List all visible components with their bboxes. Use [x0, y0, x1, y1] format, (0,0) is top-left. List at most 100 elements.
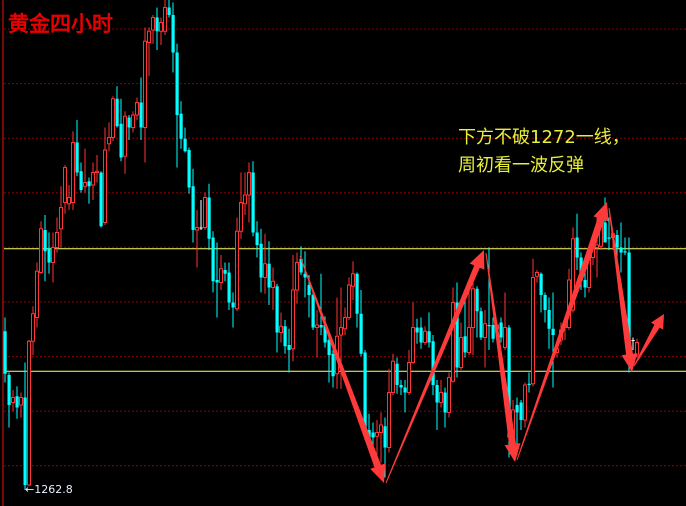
candle — [451, 287, 455, 383]
candle-body — [391, 360, 395, 393]
candle-body — [379, 424, 383, 433]
candles — [3, 0, 639, 490]
candle — [171, 2, 175, 73]
candle-body — [631, 340, 635, 341]
candle-body — [59, 207, 63, 230]
candle-body — [11, 397, 15, 403]
candle-body — [607, 237, 611, 239]
candle — [67, 185, 71, 210]
candle — [543, 292, 547, 323]
candle — [411, 302, 415, 364]
candle — [143, 27, 147, 163]
candle — [331, 350, 335, 388]
candle-body — [151, 17, 155, 31]
candle — [39, 221, 43, 274]
candle-body — [147, 30, 151, 43]
candle — [215, 242, 219, 318]
candle-body — [139, 102, 143, 128]
candle — [23, 362, 27, 490]
candle-body — [83, 182, 87, 187]
trend-arrow — [608, 207, 638, 372]
candle-body — [407, 362, 411, 393]
candle-body — [143, 40, 147, 128]
candle-body — [427, 331, 431, 343]
candle-body — [115, 98, 119, 127]
candle — [303, 251, 307, 298]
candle-body — [119, 123, 123, 158]
candle-body — [543, 295, 547, 310]
candle-body — [619, 247, 623, 253]
candle — [87, 177, 91, 204]
candle-body — [131, 114, 135, 128]
candle-body — [475, 288, 479, 312]
candle — [75, 120, 79, 177]
candle — [503, 292, 507, 350]
candle — [383, 417, 387, 478]
candle-body — [551, 328, 555, 335]
candle-body — [387, 392, 391, 448]
candle-body — [415, 327, 419, 333]
low-price-label: 1262.8 — [34, 483, 73, 496]
candle-body — [299, 258, 303, 273]
candle-body — [231, 302, 235, 308]
candle-body — [251, 172, 255, 233]
candle — [119, 98, 123, 162]
candle — [319, 273, 323, 335]
candle — [427, 312, 431, 348]
candle-body — [39, 228, 43, 273]
candle — [71, 131, 75, 210]
candle-body — [203, 197, 207, 228]
candle-body — [27, 340, 31, 486]
candle — [423, 326, 427, 345]
candle-body — [479, 311, 483, 338]
candle-body — [239, 202, 243, 232]
candle-body — [447, 377, 451, 413]
candle-body — [171, 15, 175, 53]
candle-body — [531, 277, 535, 385]
candle — [259, 228, 263, 293]
candle-body — [47, 248, 51, 263]
candle-body — [183, 138, 187, 152]
candle-body — [483, 323, 487, 338]
candle — [159, 17, 163, 45]
candle — [583, 270, 587, 298]
candle — [103, 127, 107, 225]
candle-body — [107, 137, 111, 145]
candle-body — [255, 232, 259, 245]
candle-body — [419, 327, 423, 343]
candle — [467, 282, 471, 355]
candle-body — [363, 352, 367, 430]
candle — [359, 290, 363, 357]
candle-body — [51, 247, 55, 263]
candle — [51, 232, 55, 283]
candle — [231, 292, 235, 328]
candle-body — [227, 272, 231, 303]
candle-body — [187, 150, 191, 188]
candle-body — [431, 341, 435, 385]
candle-body — [159, 22, 163, 32]
candle-body — [99, 172, 103, 227]
candle — [243, 172, 247, 215]
candle — [295, 252, 299, 304]
candle-body — [527, 383, 531, 385]
candle-body — [295, 262, 299, 291]
candle-body — [539, 273, 543, 295]
candle-body — [71, 142, 75, 203]
candle — [235, 217, 239, 312]
candle-body — [91, 172, 95, 186]
candle-body — [223, 270, 227, 274]
candle-body — [635, 342, 639, 356]
candle — [415, 318, 419, 344]
candle — [27, 340, 31, 487]
candle-body — [247, 172, 251, 196]
candle — [203, 192, 207, 230]
candle-body — [343, 317, 347, 330]
candle — [99, 171, 103, 228]
candle-body — [467, 327, 471, 353]
candle — [487, 247, 491, 350]
low-price-marker: ←1262.8 — [25, 483, 73, 496]
candle-body — [383, 426, 387, 448]
candle — [275, 283, 279, 353]
candle-body — [215, 280, 219, 283]
